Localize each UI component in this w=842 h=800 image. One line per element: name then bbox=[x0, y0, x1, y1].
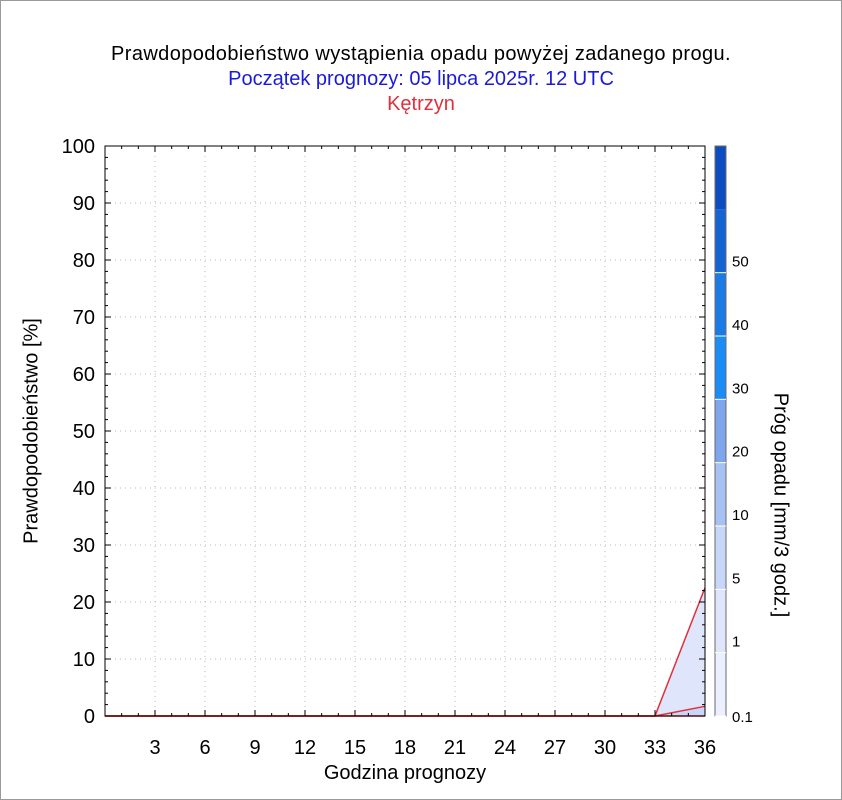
x-tick-label: 3 bbox=[149, 737, 160, 759]
y-tick-label: 70 bbox=[73, 307, 95, 329]
chart-title: Prawdopodobieństwo wystąpienia opadu pow… bbox=[111, 43, 731, 65]
x-tick-label: 24 bbox=[494, 737, 516, 759]
x-tick-label: 27 bbox=[544, 737, 566, 759]
colorbar-tick-label: 1 bbox=[732, 634, 740, 651]
x-tick-label: 30 bbox=[594, 737, 616, 759]
colorbar-tick-label: 5 bbox=[732, 570, 740, 587]
y-tick-label: 50 bbox=[73, 421, 95, 443]
colorbar-tick-label: 40 bbox=[732, 317, 749, 334]
y-tick-label: 40 bbox=[73, 478, 95, 500]
y-tick-label: 20 bbox=[73, 592, 95, 614]
y-tick-label: 100 bbox=[62, 136, 95, 158]
y-tick-label: 90 bbox=[73, 193, 95, 215]
colorbar-segment bbox=[715, 589, 726, 653]
x-tick-label: 21 bbox=[444, 737, 466, 759]
colorbar-segment bbox=[715, 146, 726, 210]
colorbar-tick-label: 50 bbox=[732, 254, 749, 271]
colorbar-segment bbox=[715, 209, 726, 273]
x-tick-label: 9 bbox=[249, 737, 260, 759]
colorbar-segment bbox=[715, 652, 726, 716]
colorbar-segment bbox=[715, 462, 726, 526]
colorbar-segment bbox=[715, 272, 726, 336]
colorbar-tick-label: 30 bbox=[732, 380, 749, 397]
x-axis-label: Godzina prognozy bbox=[323, 762, 487, 784]
colorbar-segment bbox=[715, 526, 726, 590]
colorbar-tick-label: 20 bbox=[732, 444, 749, 461]
colorbar-tick-label: 10 bbox=[732, 507, 749, 524]
colorbar-segment bbox=[715, 399, 726, 463]
y-tick-label: 80 bbox=[73, 250, 95, 272]
x-tick-label: 33 bbox=[644, 737, 666, 759]
y-tick-label: 0 bbox=[84, 706, 95, 728]
y-tick-label: 60 bbox=[73, 364, 95, 386]
chart-location: Kętrzyn bbox=[387, 93, 455, 115]
chart-subtitle: Początek prognozy: 05 lipca 2025r. 12 UT… bbox=[228, 68, 614, 90]
x-tick-label: 15 bbox=[344, 737, 366, 759]
x-tick-label: 12 bbox=[294, 737, 316, 759]
y-tick-label: 30 bbox=[73, 535, 95, 557]
x-tick-label: 6 bbox=[199, 737, 210, 759]
x-tick-label: 36 bbox=[694, 737, 716, 759]
x-tick-label: 18 bbox=[394, 737, 416, 759]
colorbar-segment bbox=[715, 336, 726, 400]
colorbar-tick-label: 0.1 bbox=[732, 709, 753, 726]
y-tick-label: 10 bbox=[73, 649, 95, 671]
